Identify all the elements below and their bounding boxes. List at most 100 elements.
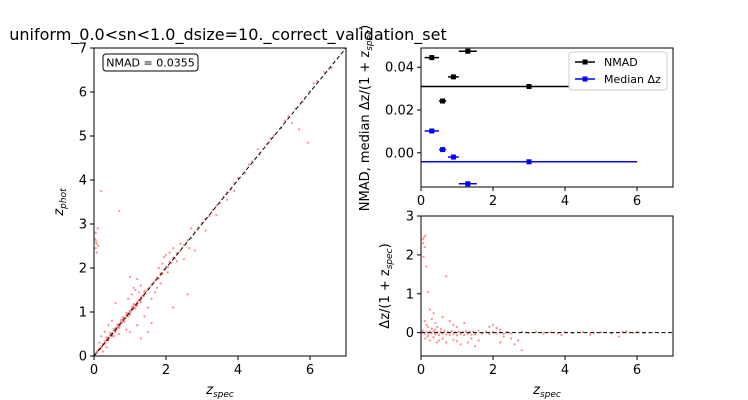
- resid-point: [436, 325, 439, 328]
- nmad-annotation-text: NMAD = 0.0355: [106, 57, 194, 70]
- resid-point: [441, 316, 444, 319]
- resid-point: [430, 327, 433, 330]
- nmad-legend: NMAD Median Δz: [568, 51, 668, 91]
- resid-point: [477, 339, 480, 342]
- main-point: [172, 247, 175, 250]
- main-point: [94, 238, 97, 241]
- main-ytick-label: 4: [79, 174, 87, 189]
- main-points: [94, 66, 333, 355]
- main-point: [164, 253, 168, 256]
- main-point: [161, 262, 164, 265]
- main-point: [179, 250, 182, 253]
- main-point: [190, 227, 193, 230]
- resid-point: [434, 333, 437, 336]
- main-point: [105, 336, 108, 339]
- nmad-y-label-text: NMAD, median Δz/(1 + z: [358, 51, 373, 212]
- main-point: [283, 119, 286, 122]
- legend-nmad-label: NMAD: [604, 56, 638, 69]
- main-point: [247, 163, 250, 166]
- main-y-axis-label: zphot: [52, 188, 69, 217]
- main-point: [175, 260, 178, 263]
- main-plot-frame: [93, 47, 347, 357]
- main-point: [208, 214, 211, 218]
- resid-point: [439, 327, 442, 330]
- resid-point: [441, 337, 444, 340]
- resid-point: [428, 308, 432, 311]
- main-x-label-base: z: [205, 383, 214, 398]
- main-point: [136, 304, 139, 307]
- main-point: [121, 316, 124, 319]
- main-point: [150, 321, 153, 325]
- nmad-annotation-box: [102, 53, 199, 72]
- nmad-plot-frame: [420, 47, 674, 188]
- main-point: [312, 82, 315, 85]
- main-point: [100, 189, 103, 193]
- series-1-marker: [429, 128, 435, 134]
- resid-y-label-text: Δz/(1 + z: [378, 269, 393, 329]
- main-ytick-label: 5: [79, 130, 87, 145]
- main-point: [233, 189, 236, 193]
- resid-point: [457, 330, 460, 333]
- main-point: [129, 310, 132, 314]
- resid-point: [452, 323, 455, 326]
- resid-point: [488, 332, 491, 335]
- resid-point: [542, 332, 545, 335]
- resid-point: [463, 333, 466, 337]
- resid-point: [448, 319, 451, 323]
- main-point: [204, 229, 207, 232]
- nmad-y-ticks: 0.00 0.02 0.04: [385, 61, 421, 161]
- resid-point: [425, 265, 428, 268]
- resid-point: [509, 332, 513, 335]
- main-point: [130, 305, 133, 308]
- resid-point: [424, 234, 427, 237]
- main-point: [128, 275, 132, 278]
- main-point: [95, 350, 98, 353]
- main-point: [109, 332, 112, 335]
- main-point: [188, 247, 191, 250]
- main-point: [244, 172, 247, 175]
- resid-point: [432, 312, 435, 315]
- resid-point: [434, 321, 437, 325]
- series-1-marker: [440, 147, 446, 153]
- main-point: [130, 293, 133, 296]
- main-xtick-label: 6: [306, 363, 314, 378]
- main-point: [98, 341, 101, 344]
- main-point: [148, 285, 151, 289]
- resid-point: [445, 341, 448, 344]
- resid-point: [422, 255, 425, 258]
- resid-point: [463, 321, 466, 325]
- main-point: [330, 66, 333, 69]
- main-point: [114, 302, 117, 305]
- main-point: [193, 249, 196, 252]
- main-point: [100, 335, 103, 338]
- main-point: [119, 318, 123, 322]
- main-point: [236, 176, 240, 179]
- resid-y-ticks: 0 1 2 3: [406, 210, 421, 341]
- main-point: [323, 71, 326, 74]
- resid-point: [499, 328, 502, 331]
- main-point: [118, 209, 121, 212]
- resid-point: [437, 339, 441, 342]
- main-point: [287, 115, 290, 118]
- main-point: [95, 251, 98, 254]
- resid-point: [470, 333, 473, 336]
- resid-point: [439, 330, 442, 333]
- nmad-xtick-label: 6: [633, 194, 641, 209]
- resid-point: [455, 334, 459, 337]
- resid-point: [502, 332, 505, 335]
- main-point: [166, 271, 169, 274]
- resid-point: [422, 236, 425, 239]
- main-point: [154, 291, 157, 294]
- main-point: [136, 300, 139, 303]
- resid-point: [421, 329, 424, 332]
- legend-median-marker: [582, 76, 588, 82]
- main-ytick-label: 6: [79, 86, 87, 101]
- series-0-marker: [429, 55, 435, 61]
- main-point: [118, 326, 121, 329]
- resid-ytick-label: 3: [406, 210, 414, 225]
- resid-point: [432, 336, 435, 339]
- resid-point: [425, 323, 428, 326]
- main-point: [113, 330, 116, 333]
- series-1-marker: [450, 154, 456, 160]
- series-0-marker: [526, 83, 532, 89]
